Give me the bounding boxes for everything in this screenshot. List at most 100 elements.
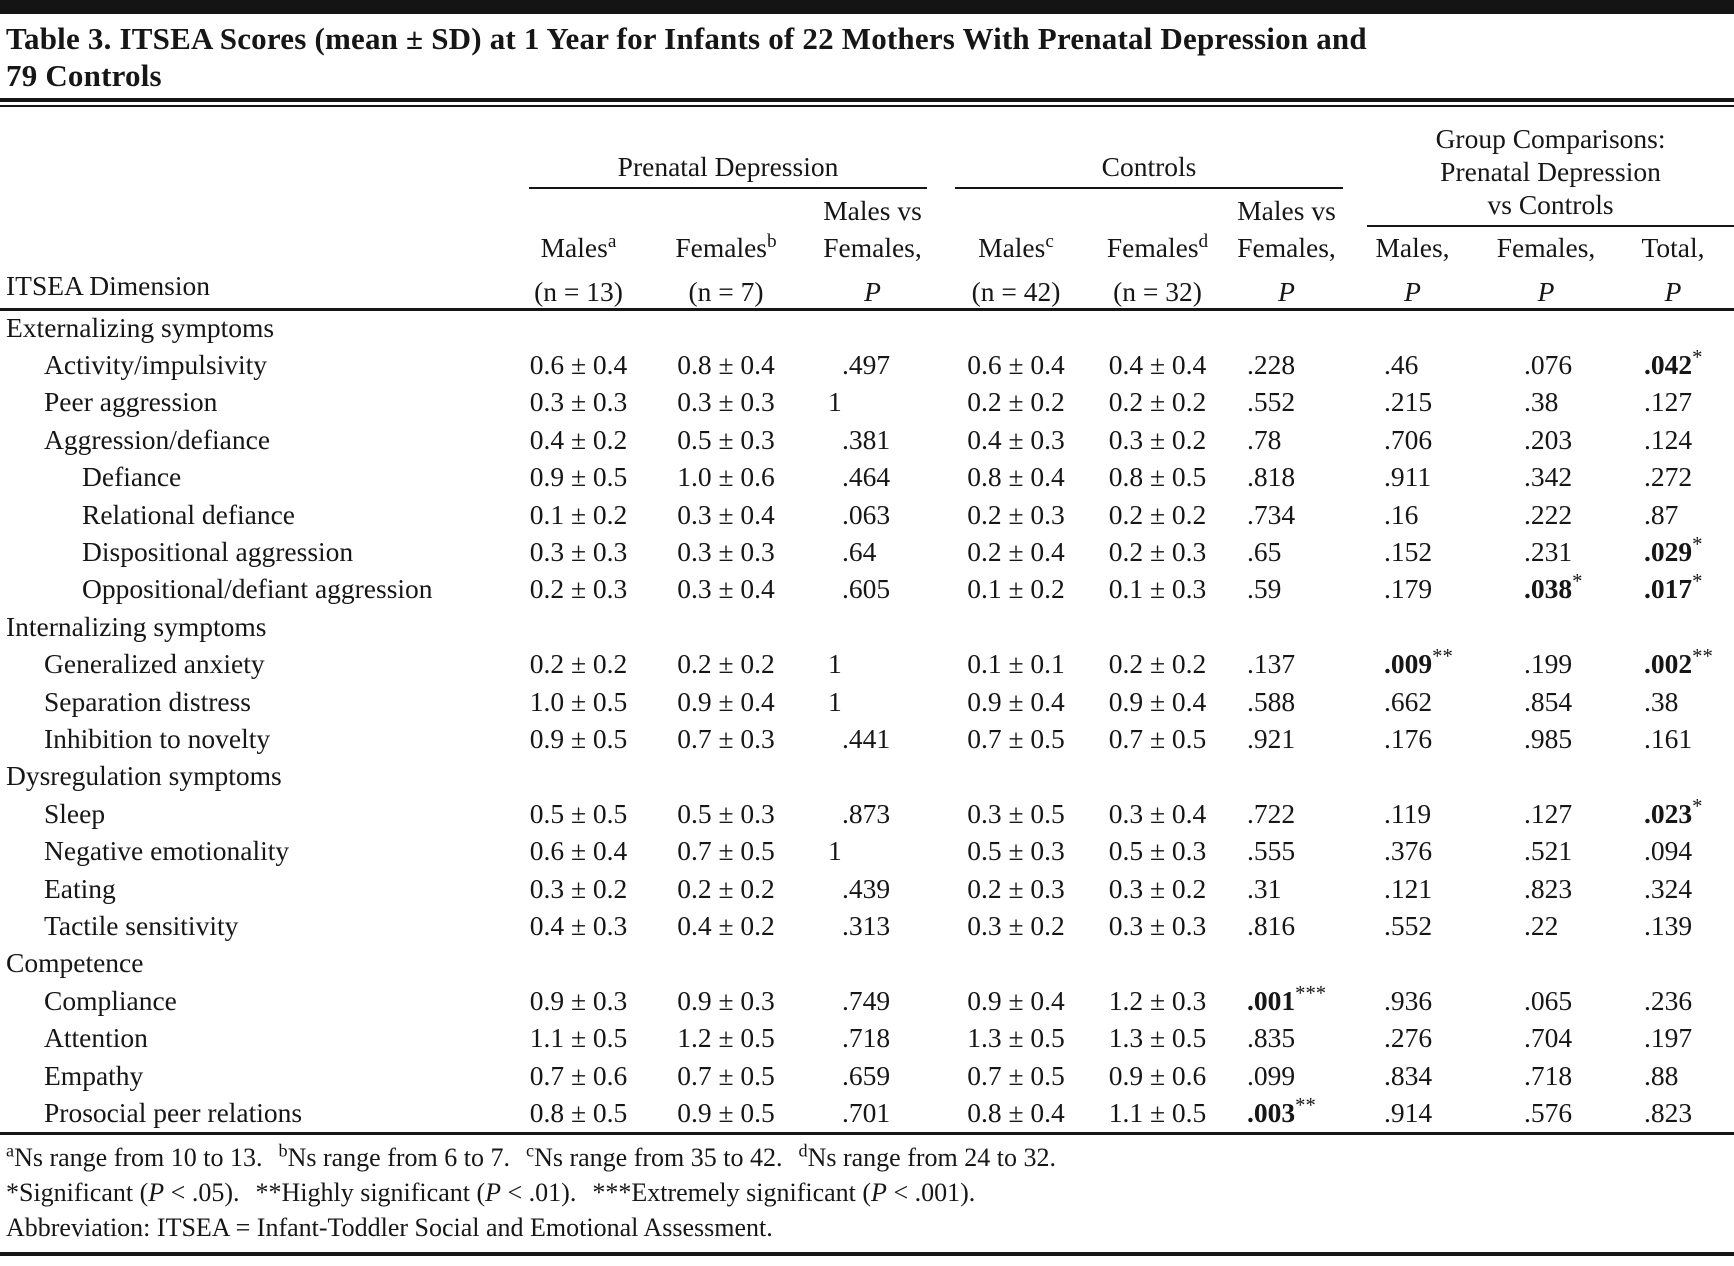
- row-label: Oppositional/defiant aggression: [82, 573, 433, 605]
- cell: 0.3 ± 0.3: [529, 386, 628, 418]
- row-label: Dispositional aggression: [82, 536, 354, 568]
- cell: .199: [1524, 648, 1573, 680]
- cell: .139: [1644, 909, 1693, 941]
- cell: 1: [828, 685, 842, 717]
- table-row: Attention 1.1 ± 0.5 1.2 ± 0.5 .718 1.3 ±…: [0, 1019, 1734, 1056]
- cell: 0.2 ± 0.3: [967, 872, 1065, 904]
- cell: 0.8 ± 0.4: [967, 1096, 1065, 1128]
- table-row: Compliance 0.9 ± 0.3 0.9 ± 0.3 .749 0.9 …: [0, 982, 1734, 1019]
- cell: .31: [1247, 872, 1282, 904]
- cell: .001***: [1247, 982, 1327, 1016]
- cell: 0.3 ± 0.2: [529, 872, 628, 904]
- cell: 0.1 ± 0.3: [1108, 573, 1207, 605]
- cell: .718: [842, 1022, 891, 1054]
- top-rule-bar: [0, 0, 1734, 14]
- cell: .823: [1644, 1096, 1693, 1128]
- table-row: Eating 0.3 ± 0.2 0.2 ± 0.2 .439 0.2 ± 0.…: [0, 870, 1734, 907]
- cell: 1: [828, 835, 842, 867]
- column-header-pd-males: Malesa: [540, 230, 617, 263]
- section-row: Externalizing symptoms: [0, 309, 1734, 346]
- cell: 0.9 ± 0.3: [529, 984, 628, 1016]
- row-label: Defiance: [82, 461, 182, 493]
- section-label: Dysregulation symptoms: [6, 760, 282, 792]
- column-header-c-females: Femalesd: [1106, 230, 1209, 263]
- row-label: Relational defiance: [82, 498, 296, 530]
- cell: 1.0 ± 0.5: [529, 685, 628, 717]
- table-row: Prosocial peer relations 0.8 ± 0.5 0.9 ±…: [0, 1094, 1734, 1131]
- cell: 0.4 ± 0.2: [677, 909, 775, 941]
- cell: .236: [1644, 984, 1693, 1016]
- column-header-c-mvf-p: P: [1278, 275, 1295, 307]
- row-label: Inhibition to novelty: [44, 722, 271, 754]
- table-title: Table 3. ITSEA Scores (mean ± SD) at 1 Y…: [6, 21, 1367, 93]
- cell: 0.8 ± 0.4: [967, 461, 1065, 493]
- table-row: Empathy 0.7 ± 0.6 0.7 ± 0.5 .659 0.7 ± 0…: [0, 1057, 1734, 1094]
- cell: 1.2 ± 0.5: [677, 1022, 775, 1054]
- group-header-controls: Controls: [945, 107, 1345, 189]
- cell: 0.3 ± 0.4: [677, 498, 775, 530]
- cell: .555: [1247, 835, 1296, 867]
- cell: 0.8 ± 0.5: [529, 1096, 628, 1128]
- cell: 0.4 ± 0.2: [529, 423, 628, 455]
- table-row: Separation distress 1.0 ± 0.5 0.9 ± 0.4 …: [0, 683, 1734, 720]
- cell: 0.4 ± 0.3: [529, 909, 628, 941]
- cell: .272: [1644, 461, 1693, 493]
- cell: .161: [1644, 722, 1693, 754]
- table-row: Activity/impulsivity 0.6 ± 0.4 0.8 ± 0.4…: [0, 346, 1734, 383]
- cell: .276: [1384, 1022, 1433, 1054]
- cell: .749: [842, 984, 891, 1016]
- section-label: Internalizing symptoms: [6, 610, 267, 642]
- cell: .704: [1524, 1022, 1573, 1054]
- cell: 0.3 ± 0.2: [1108, 872, 1207, 904]
- cell: 0.7 ± 0.5: [677, 1059, 775, 1091]
- section-label: Competence: [6, 947, 144, 979]
- row-label: Compliance: [44, 984, 177, 1016]
- column-header-gc-total-p: P: [1664, 275, 1682, 307]
- section-row: Dysregulation symptoms: [0, 758, 1734, 795]
- cell: 0.3 ± 0.4: [1108, 797, 1207, 829]
- cell: .46: [1384, 349, 1419, 381]
- cell: .127: [1524, 797, 1573, 829]
- column-header-c-mvf-line2: Females,: [1237, 232, 1336, 263]
- row-label: Activity/impulsivity: [44, 349, 268, 381]
- cell: .029*: [1644, 533, 1703, 568]
- cell: .094: [1644, 835, 1693, 867]
- cell: .381: [842, 423, 891, 455]
- cell: .137: [1247, 648, 1296, 680]
- cell: .985: [1524, 722, 1573, 754]
- cell: 0.2 ± 0.3: [967, 498, 1065, 530]
- cell: 0.3 ± 0.2: [1108, 423, 1207, 455]
- cell: .87: [1644, 498, 1679, 530]
- cell: .002**: [1644, 646, 1713, 680]
- itsea-scores-table: ITSEA Dimension Prenatal Depression Cont…: [0, 107, 1734, 1132]
- column-header-pd-mvf-p: P: [864, 275, 881, 307]
- group-header-prenatal-depression: Prenatal Depression: [505, 107, 945, 189]
- cell: .376: [1384, 835, 1433, 867]
- cell: 1.3 ± 0.5: [1108, 1022, 1207, 1054]
- cell: 0.9 ± 0.3: [677, 984, 775, 1016]
- table-header: ITSEA Dimension Prenatal Depression Cont…: [0, 107, 1734, 309]
- column-header-pd-females: Femalesb: [675, 230, 777, 263]
- cell: 0.3 ± 0.3: [529, 536, 628, 568]
- cell: .179: [1384, 573, 1433, 605]
- row-label: Attention: [44, 1022, 148, 1054]
- cell: .197: [1644, 1022, 1693, 1054]
- title-divider: [0, 98, 1734, 107]
- cell: .152: [1384, 536, 1433, 568]
- cell: 0.9 ± 0.5: [529, 722, 628, 754]
- cell: 0.9 ± 0.4: [677, 685, 775, 717]
- cell: .552: [1384, 909, 1433, 941]
- row-label: Generalized anxiety: [44, 648, 265, 680]
- cell: 0.3 ± 0.3: [677, 536, 775, 568]
- cell: 0.8 ± 0.4: [677, 349, 775, 381]
- cell: .701: [842, 1096, 891, 1128]
- cell: .936: [1384, 984, 1433, 1016]
- cell: .718: [1524, 1059, 1573, 1091]
- cell: .576: [1524, 1096, 1573, 1128]
- row-label: Separation distress: [44, 685, 251, 717]
- cell: 0.2 ± 0.2: [967, 386, 1065, 418]
- cell: .439: [842, 872, 891, 904]
- cell: 0.3 ± 0.4: [677, 573, 775, 605]
- cell: .464: [842, 461, 891, 493]
- cell: .662: [1384, 685, 1433, 717]
